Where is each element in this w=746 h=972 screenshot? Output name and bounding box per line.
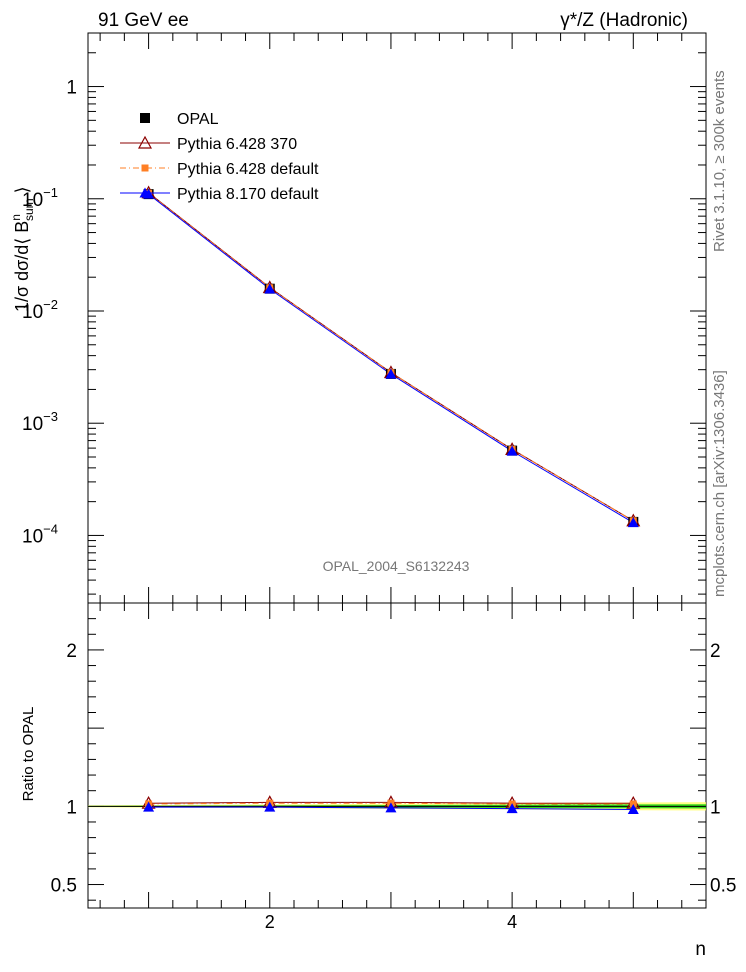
rivet-label: Rivet 3.1.10, ≥ 300k events [711, 70, 728, 252]
point-series-3 [506, 445, 518, 456]
main-ylabel-suffix: ⟩ [12, 186, 32, 198]
analysis-label: OPAL_2004_S6132243 [323, 558, 470, 574]
series-line-1 [148, 192, 634, 522]
y-tick-label: 1 [66, 78, 77, 99]
ratio-point-2 [385, 802, 397, 813]
point-series-3 [627, 517, 639, 528]
legend-marker-0 [140, 113, 150, 123]
x-tick-label: 4 [507, 912, 517, 932]
ratio-plot-data [88, 795, 706, 814]
legend: OPAL Pythia 6.428 370 Pythia 6.428 default… [120, 111, 319, 203]
legend-label-3: Pythia 8.170 default [177, 186, 319, 203]
legend-marker-2 [141, 164, 149, 172]
mcplots-label: mcplots.cern.ch [arXiv:1306.3436] [711, 370, 728, 597]
main-ylabel-sub: sum [22, 198, 36, 221]
ratio-line-1 [148, 802, 634, 805]
header-right: γ*/Z (Hadronic) [560, 10, 688, 31]
series-line-2 [148, 192, 634, 522]
point-series-3 [385, 368, 397, 379]
y-tick-label: 10−3 [22, 409, 58, 435]
y-tick-label: 10−1 [22, 185, 58, 211]
ratio-y-tick-label-right: 2 [710, 641, 721, 662]
ratio-frame-border [87, 602, 707, 909]
ratio-point-2 [627, 803, 639, 814]
x-tick-label: 2 [265, 912, 275, 932]
ratio-point-2 [143, 801, 155, 812]
xlabel: n [695, 939, 706, 960]
main-ylabel-sup: n [9, 214, 23, 221]
main-ylabel-prefix: 1/σ dσ/d⟨ B [12, 221, 32, 312]
main-ylabel: 1/σ dσ/d⟨ Bnsum ⟩ [9, 186, 36, 312]
y-tick-label: 10−4 [22, 521, 58, 547]
legend-label-0: OPAL [177, 111, 219, 128]
ratio-plot-frame: 2 4 2 2 1 1 0.5 0.5 [51, 602, 736, 932]
ratio-y-tick-label-right: 0.5 [710, 876, 736, 897]
ratio-point-2 [264, 801, 276, 812]
ratio-y-tick-label: 2 [66, 641, 77, 662]
main-plot-data [141, 185, 641, 528]
point-series-3 [264, 283, 276, 294]
ratio-y-tick-label-right: 1 [710, 797, 721, 818]
series-line-3 [148, 193, 634, 524]
legend-label-1: Pythia 6.428 370 [177, 136, 297, 153]
legend-marker-3 [139, 187, 151, 198]
main-plot-frame: 1 10−1 10−2 10−3 10−4 [22, 32, 707, 604]
ratio-ylabel: Ratio to OPAL [20, 707, 37, 802]
ratio-point-2 [506, 803, 518, 814]
legend-marker-1 [137, 135, 153, 149]
ratio-y-tick-label: 0.5 [51, 876, 77, 897]
header-left: 91 GeV ee [98, 10, 189, 31]
legend-label-2: Pythia 6.428 default [177, 161, 319, 178]
ratio-y-tick-label: 1 [66, 797, 77, 818]
y-tick-label: 10−2 [22, 297, 58, 323]
